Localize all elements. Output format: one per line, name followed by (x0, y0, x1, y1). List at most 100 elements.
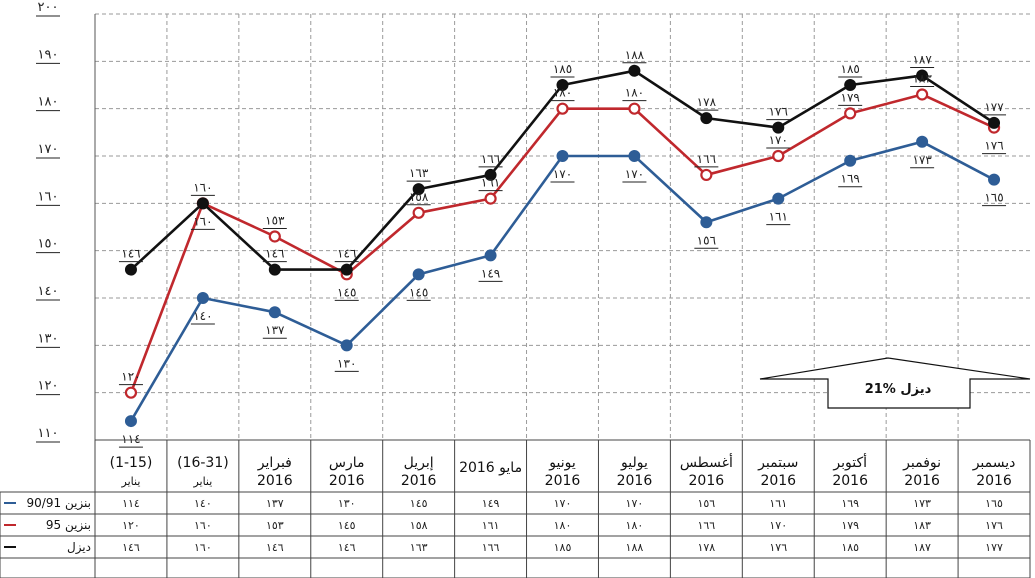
data-label-series-2: ١٨٧ (912, 53, 932, 67)
y-tick-label: ١٧٠ (38, 142, 59, 157)
annotation-text: 21% ديزل (865, 382, 932, 397)
data-label-series-0: ١٤٠ (193, 309, 212, 323)
table-header-line2: 2016 (545, 473, 581, 489)
series-0-point (844, 154, 857, 167)
table-cell: ١٤٩ (482, 497, 500, 510)
table-cell: ١٧٩ (841, 519, 859, 532)
table-row-label: ديزل (67, 540, 91, 555)
table-cell: ١٧٠ (554, 497, 572, 510)
annotation-banner: 21% ديزل (759, 357, 1031, 409)
series-2-point (268, 263, 281, 276)
table-header-line2: يناير (192, 475, 212, 488)
series-1-point (916, 88, 929, 101)
table-cell: ١٤٦ (122, 541, 140, 554)
table-row-label: بنزين 95 (46, 518, 91, 533)
series-0-point (484, 249, 497, 262)
y-tick-label: ١١٠ (38, 426, 59, 441)
table-header-line2: 2016 (257, 473, 293, 489)
table-cell: ١٨٥ (841, 541, 859, 554)
table-cell: ١٨٧ (913, 541, 931, 554)
table-header-line1: يونيو (548, 455, 576, 471)
table-header-line1: مارس (329, 455, 365, 471)
table-header-line2: 2016 (329, 473, 365, 489)
series-2-point (988, 116, 1001, 129)
series-1-point (772, 149, 785, 163)
table-cell: ١٤٠ (194, 497, 212, 510)
y-tick-label: ١٦٠ (38, 189, 59, 204)
table-header-line2: 2016 (617, 473, 653, 489)
y-tick-label: ٢٠٠ (38, 0, 59, 15)
table-header: مايو 2016 (459, 460, 522, 476)
table-cell: ١٦١ (482, 519, 500, 532)
data-label-series-0: ١٧٠ (625, 167, 644, 181)
table-row-label: بنزين 90/91 (27, 496, 91, 511)
series-0-point (412, 268, 425, 281)
data-label-series-1: ١٥٣ (265, 213, 285, 227)
series-0-point (628, 150, 641, 162)
series-1-point (844, 107, 857, 120)
series-2-point (844, 79, 857, 91)
table-header-line2: يناير (121, 475, 141, 488)
series-1-point (700, 168, 713, 182)
series-2-point (124, 263, 137, 276)
table-header-line2: 2016 (401, 473, 437, 489)
table-cell: ١٥٦ (697, 497, 715, 510)
y-tick-label: ١٤٠ (38, 284, 59, 299)
data-label-series-2: ١٨٥ (841, 62, 860, 76)
data-label-series-2: ١٧٧ (984, 100, 1004, 114)
table-cell: ١٤٥ (338, 519, 356, 532)
table-header-line1: سبتمبر (757, 455, 798, 471)
table-cell: ١٧٠ (626, 497, 644, 510)
data-table: (1-15) يناير (16-31) يناير فبراير 2016 مارس 201… (0, 439, 1031, 578)
data-label-series-0: ١٤٩ (481, 266, 500, 280)
data-label-series-0: ١٥٦ (697, 233, 716, 247)
table-header-line2: 2016 (976, 473, 1012, 489)
series-1-point (268, 230, 281, 243)
y-axis: ١١٠ ١٢٠ ١٣٠ ١٤٠ ١٥٠ ١٦٠ ١٧٠ ١٨٠ ١٩٠ ٢٠٠ (36, 0, 96, 443)
data-label-series-1: ١٤٥ (337, 285, 356, 299)
data-label-series-1: ١٧٠ (769, 133, 788, 147)
banner-arrow-shape (759, 357, 1031, 409)
table-header-line2: 2016 (689, 473, 725, 489)
series-1-point (124, 386, 138, 399)
table-cell: ١٥٨ (410, 519, 428, 532)
data-label-series-2: ١٤٦ (337, 247, 356, 261)
table-header-line1: نوفمبر (902, 455, 941, 471)
series (124, 64, 1001, 428)
table-header-line2: 2016 (832, 473, 868, 489)
series-0-point (988, 173, 1001, 186)
table-cell: ١٦٦ (697, 519, 715, 532)
table-cell: ١٦٣ (410, 541, 428, 554)
data-label-series-2: ١٧٨ (697, 95, 717, 109)
table-cell: ١٦٩ (841, 497, 859, 510)
series-2-point (196, 197, 209, 210)
data-label-series-0: ١٣٠ (337, 356, 356, 370)
data-label-series-2: ١٤٦ (121, 247, 140, 261)
grid (95, 13, 1030, 440)
series-0-point (700, 216, 713, 229)
table-cell: ١٨٨ (626, 541, 644, 554)
data-label-series-1: ١٦٦ (697, 152, 716, 166)
table-cell: ١٦١ (769, 497, 787, 510)
data-label-series-0: ١٦١ (769, 210, 788, 224)
data-label-series-0: ١٦٥ (984, 191, 1003, 205)
series-2-point (916, 69, 929, 82)
table-header-line2: 2016 (904, 473, 940, 489)
table-header-line1: (1-15) (110, 455, 153, 471)
table-header-line1: إبريل (404, 455, 434, 471)
series-1-point (484, 192, 497, 205)
table-cell: ١٤٦ (338, 541, 356, 554)
data-label-series-0: ١٣٧ (265, 323, 285, 337)
series-0-point (772, 192, 785, 205)
series-2-point (484, 168, 497, 181)
y-tick-label: ١٢٠ (38, 379, 59, 394)
table-header-line1: (16-31) (177, 455, 229, 471)
series-line-1 (129, 93, 995, 394)
table-cell: ١١٤ (122, 497, 140, 510)
data-label-series-0: ١٧٠ (553, 167, 572, 181)
table-header-line1: ديسمبر (972, 455, 1016, 471)
table-cell: ١٨٥ (554, 541, 572, 554)
series-2-point (556, 79, 569, 91)
table-cell: ١٦٠ (194, 519, 212, 532)
table-header-line2: 2016 (760, 473, 796, 489)
